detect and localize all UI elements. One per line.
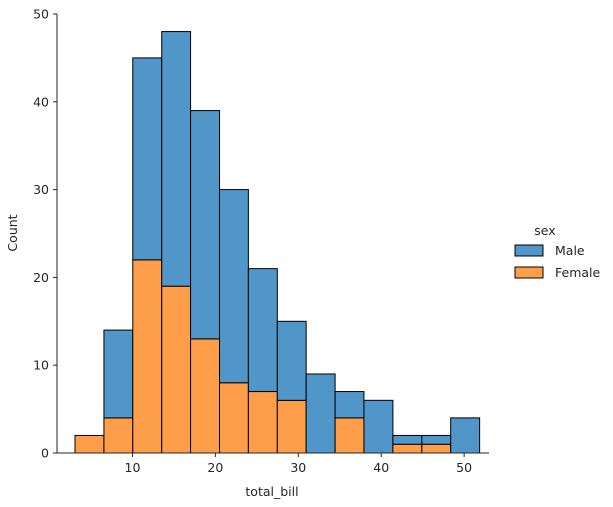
bar-female-bin-3 (161, 285, 192, 454)
x-tick-label: 10 (125, 460, 141, 475)
bar-male-bin-4 (190, 110, 221, 340)
bar-female-bin-9 (334, 417, 365, 454)
legend-swatch-female (514, 266, 544, 279)
bar-female-bin-2 (132, 259, 163, 454)
y-tick-label: 30 (33, 182, 49, 197)
legend-title: sex (534, 223, 555, 238)
y-tick-label: 20 (33, 270, 49, 285)
bar-male-bin-8 (305, 373, 336, 454)
x-tick-label: 30 (290, 460, 306, 475)
bar-female-bin-5 (219, 382, 249, 454)
y-tick-label: 10 (33, 358, 49, 373)
bar-male-bin-5 (219, 189, 249, 384)
bar-male-bin-1 (103, 329, 134, 419)
bars-layer (74, 31, 481, 454)
bar-female-bin-1 (103, 417, 134, 454)
y-tick-label: 0 (41, 446, 49, 461)
bar-female-bin-4 (190, 338, 221, 454)
bar-female-bin-11 (392, 443, 423, 454)
legend-label-male: Male (555, 243, 585, 258)
bar-male-bin-3 (161, 31, 192, 287)
legend-label-female: Female (555, 265, 601, 280)
axes-layer: 0 10 20 30 40 50 10 20 30 40 50 (33, 7, 489, 475)
bar-male-bin-11 (392, 434, 423, 445)
x-axis-label: total_bill (245, 484, 298, 499)
y-tick-label: 40 (33, 94, 49, 109)
bar-male-bin-2 (132, 57, 163, 261)
legend: sex Male Female (514, 223, 601, 280)
bar-male-bin-7 (276, 320, 307, 401)
y-axis-label: Count (5, 214, 20, 251)
x-tick-label: 20 (207, 460, 223, 475)
bar-male-bin-10 (363, 399, 394, 454)
bar-female-bin-6 (247, 391, 278, 454)
bar-female-bin-12 (421, 443, 452, 454)
x-tick-label: 50 (456, 460, 472, 475)
bar-male-bin-13 (450, 417, 481, 454)
bar-female-bin-7 (276, 399, 307, 454)
x-tick-label: 40 (373, 460, 389, 475)
bar-male-bin-12 (421, 434, 452, 445)
bar-female-bin-0 (74, 434, 105, 454)
legend-swatch-male (514, 244, 544, 257)
bar-male-bin-6 (247, 268, 278, 393)
y-tick-label: 50 (33, 7, 49, 22)
bar-male-bin-9 (334, 391, 365, 419)
